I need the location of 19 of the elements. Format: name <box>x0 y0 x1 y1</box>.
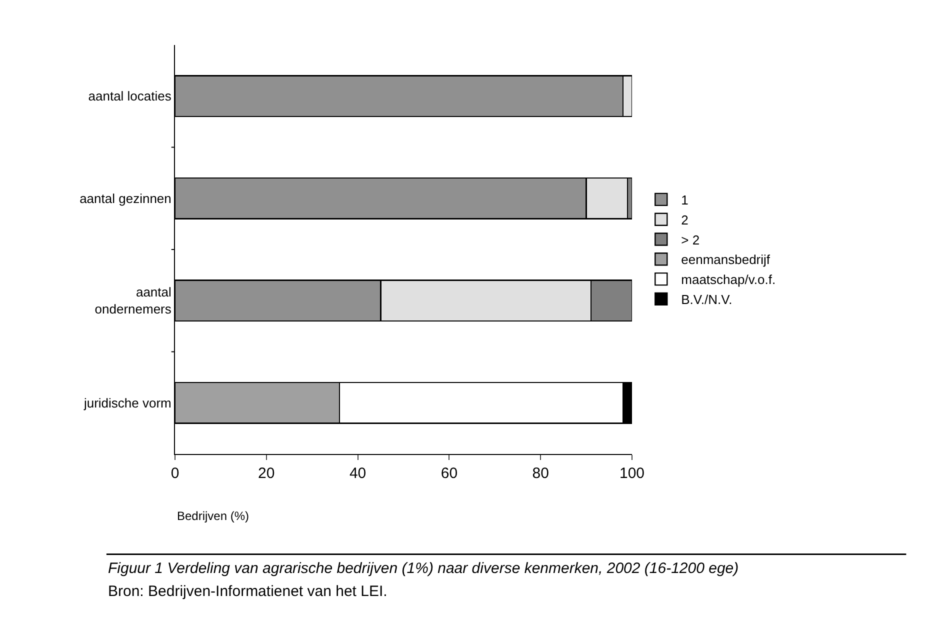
y-tick-label: juridische vorm <box>82 395 172 410</box>
legend-label: B.V./N.V. <box>681 292 732 308</box>
legend-label: eenmansbedrijf <box>681 252 770 268</box>
x-tick-label: 80 <box>532 465 549 482</box>
text: Bron: Bedrijven-Informatienet van het LEI. <box>108 583 388 600</box>
x-tick-label: 100 <box>619 465 645 482</box>
text: Figuur 1 Verdeling van agrarische bedrijven (1%) naar diverse kenmerken, 2002 (16-1200 ege) <box>108 560 739 577</box>
x-tick-label: 20 <box>258 465 275 482</box>
y-tick-label: aantal ondernemers <box>94 284 172 317</box>
legend-label: maatschap/v.o.f. <box>681 272 776 288</box>
x-axis-title: Bedrijven (%) <box>177 509 250 523</box>
x-tick-label: 60 <box>440 465 458 482</box>
x-tick-label: 0 <box>170 465 180 482</box>
y-tick-label: aantal gezinnen <box>80 190 172 206</box>
legend-label: > 2 <box>681 232 700 248</box>
y-tick-label: aantal locaties <box>88 88 172 104</box>
legend-label: 1 <box>681 192 688 208</box>
x-tick-label: 40 <box>349 465 366 482</box>
legend-label: 2 <box>681 212 688 228</box>
